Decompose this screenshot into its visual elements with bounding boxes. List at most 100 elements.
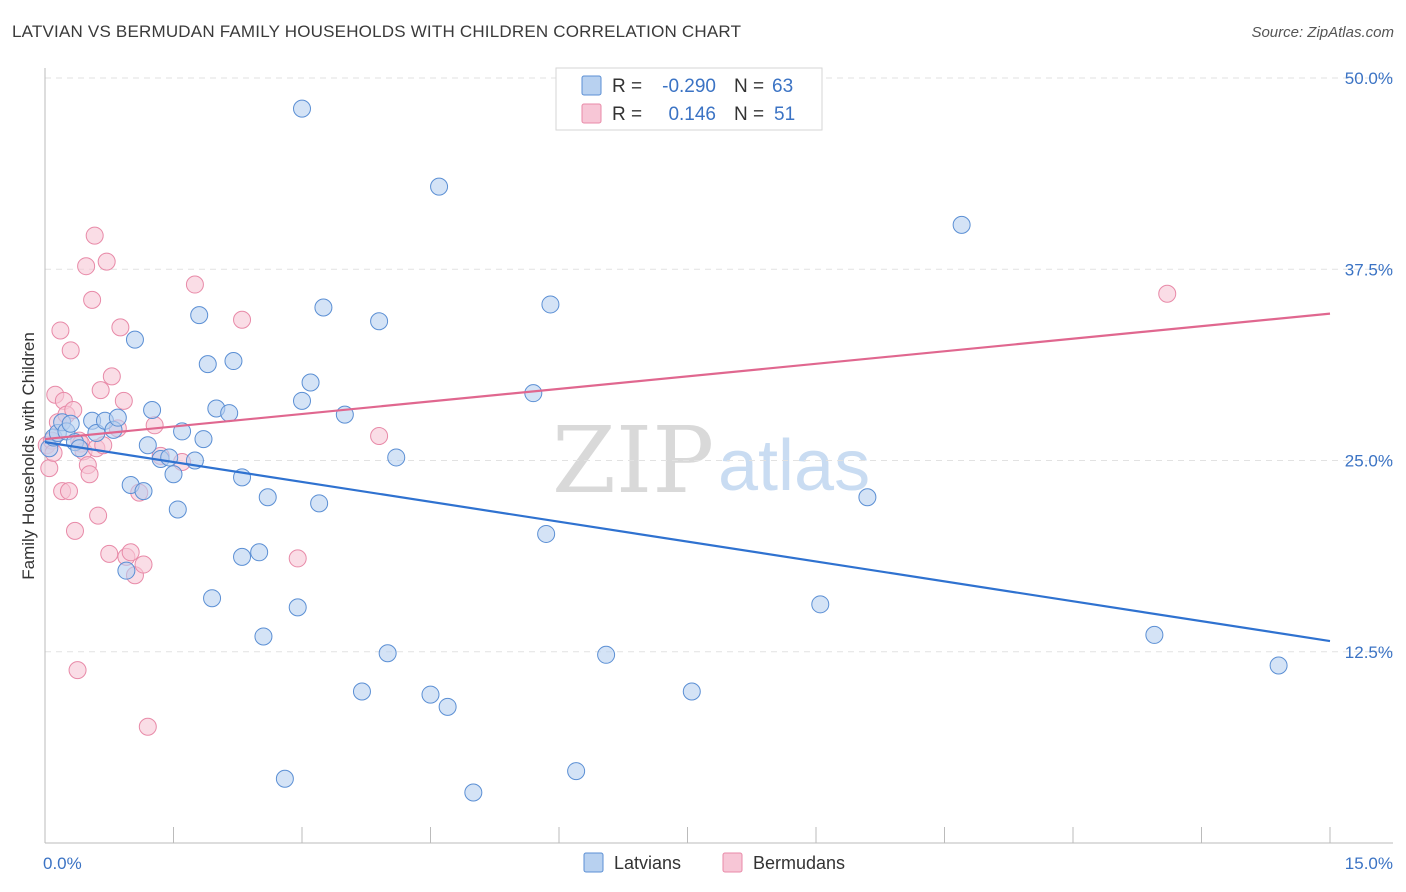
bermudan-point-37 [134, 555, 153, 574]
y-axis-label: Family Households with Children [19, 332, 38, 580]
latvian-point-18 [143, 401, 162, 420]
bermudan-point-34 [121, 543, 140, 562]
latvian-point-58 [682, 682, 701, 701]
trendline-bermudans [44, 312, 1331, 441]
gridlines [45, 77, 1393, 653]
latvian-point-62 [1145, 625, 1164, 644]
y-tick-label-3: 50.0% [1345, 69, 1393, 88]
trendlines [44, 312, 1331, 643]
tick-labels: 12.5% 25.0% 37.5% 50.0% 0.0% 15.0% [43, 69, 1393, 873]
bermudan-point-10 [59, 482, 78, 501]
latvian-point-42 [310, 494, 329, 513]
latvian-point-13 [117, 561, 136, 580]
bermudan-point-44 [288, 549, 307, 568]
latvian-point-37 [275, 769, 294, 788]
watermark: ZIP atlas [552, 407, 870, 514]
bermudan-point-21 [83, 290, 102, 309]
bottom-legend-bermudans: Bermudans [753, 853, 845, 873]
latvian-point-43 [314, 298, 333, 317]
y-tick-label-1: 25.0% [1345, 452, 1393, 471]
watermark-atlas: atlas [718, 426, 870, 506]
latvian-point-45 [352, 682, 371, 701]
latvian-point-16 [134, 482, 153, 501]
latvian-point-39 [293, 391, 311, 410]
latvian-point-21 [164, 465, 183, 484]
legend-n-value-bermudans: 51 [774, 104, 795, 125]
latvian-point-35 [254, 627, 273, 646]
bottom-legend-latvians: Latvians [614, 853, 681, 873]
latvian-point-50 [430, 177, 449, 196]
latvian-point-26 [194, 430, 213, 449]
bermudan-point-20 [80, 465, 99, 484]
latvian-point-34 [250, 543, 269, 562]
latvian-point-36 [258, 488, 277, 507]
legend-r-label-bermudans: R = [612, 104, 642, 125]
trendline-latvians [44, 441, 1331, 643]
latvian-point-22 [168, 500, 187, 519]
legend: R = -0.290 N = 63 R = 0.146 N = 51 [555, 67, 823, 131]
bermudan-point-1 [40, 459, 59, 478]
latvian-point-40 [293, 99, 311, 118]
bermudan-point-13 [65, 521, 84, 540]
bermudan-point-6 [51, 321, 70, 340]
latvian-point-53 [524, 384, 543, 403]
latvian-point-17 [138, 436, 157, 455]
chart-title: LATVIAN VS BERMUDAN FAMILY HOUSEHOLDS WI… [12, 22, 742, 41]
bottom-legend-swatch-bermudans [722, 852, 743, 873]
bermudan-point-32 [114, 391, 133, 410]
bermudan-point-14 [68, 661, 87, 680]
latvian-point-61 [952, 215, 971, 234]
legend-r-value-bermudans: 0.146 [668, 104, 716, 125]
bermudan-point-31 [111, 318, 130, 337]
latvian-point-52 [464, 783, 483, 802]
bermudan-point-43 [233, 310, 252, 329]
latvian-point-31 [224, 352, 243, 371]
bermudan-point-45 [370, 427, 389, 446]
bermudan-point-27 [97, 252, 116, 271]
latvian-point-38 [288, 598, 307, 617]
bermudan-point-39 [145, 416, 164, 435]
latvian-point-15 [125, 330, 144, 349]
legend-r-label-latvians: R = [612, 76, 642, 97]
bermudan-point-29 [102, 367, 121, 386]
x-tick-label-min: 0.0% [43, 854, 82, 873]
latvian-point-5 [61, 414, 80, 433]
bermudan-point-11 [61, 341, 80, 360]
legend-swatch-bermudans [581, 103, 602, 124]
latvian-point-60 [858, 488, 877, 507]
latvian-point-46 [370, 312, 389, 331]
latvian-point-55 [541, 295, 560, 314]
bermudan-point-38 [138, 717, 157, 736]
legend-r-value-latvians: -0.290 [662, 76, 716, 97]
bermudan-point-28 [100, 544, 119, 563]
legend-n-label-bermudans: N = [734, 104, 764, 125]
latvian-point-51 [438, 697, 457, 716]
latvian-point-59 [811, 595, 830, 614]
chart-source: Source: ZipAtlas.com [1251, 24, 1394, 41]
latvian-point-30 [220, 404, 239, 423]
latvian-point-12 [108, 408, 127, 427]
legend-swatch-latvians [581, 75, 602, 96]
y-tick-label-0: 12.5% [1345, 643, 1393, 662]
bottom-legend-swatch-latvians [583, 852, 604, 873]
latvian-point-28 [203, 589, 222, 608]
bottom-legend: Latvians Bermudans [583, 852, 845, 873]
legend-n-label-latvians: N = [734, 76, 764, 97]
latvian-point-47 [378, 644, 397, 663]
bermudan-point-42 [185, 275, 204, 294]
latvian-point-41 [301, 373, 320, 392]
latvian-point-56 [567, 762, 586, 781]
latvian-point-25 [190, 306, 209, 325]
latvian-point-57 [597, 645, 616, 664]
latvian-point-33 [233, 547, 252, 566]
latvian-point-48 [387, 448, 406, 467]
y-tick-label-2: 37.5% [1345, 260, 1393, 279]
latvian-point-27 [198, 355, 217, 374]
legend-n-value-latvians: 63 [772, 76, 793, 97]
latvian-point-54 [537, 524, 556, 543]
x-tick-label-max: 15.0% [1345, 854, 1393, 873]
bermudan-point-25 [91, 381, 110, 400]
latvian-point-49 [421, 685, 440, 704]
bermudan-point-22 [85, 226, 104, 245]
